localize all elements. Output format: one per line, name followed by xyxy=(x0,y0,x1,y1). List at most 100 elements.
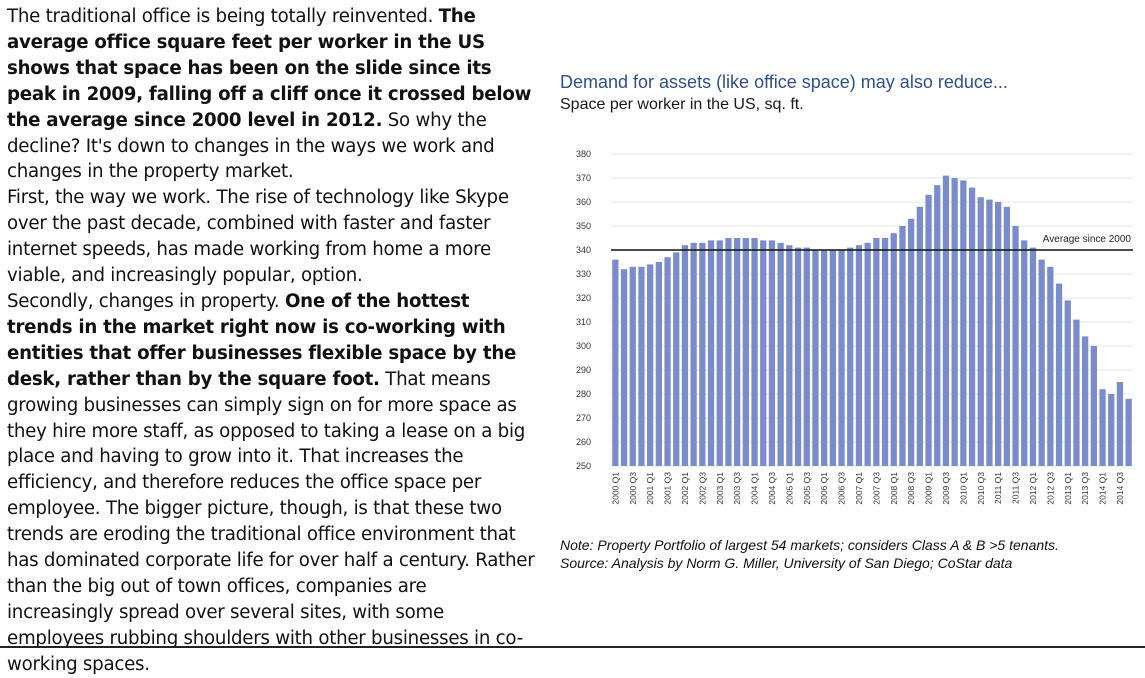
text-run: First, the way we work. The rise of tech… xyxy=(7,187,509,287)
x-tick-label: 2003 Q3 xyxy=(732,472,742,505)
y-tick-label: 370 xyxy=(576,173,591,183)
bar xyxy=(786,245,793,466)
bar xyxy=(881,238,889,466)
bar xyxy=(725,238,732,466)
bold-text-run: The average office square feet per worke… xyxy=(7,6,532,131)
bar xyxy=(908,218,915,466)
bar xyxy=(1073,319,1080,466)
bar xyxy=(673,252,680,466)
chart-title: Demand for assets (like office space) ma… xyxy=(560,72,1008,92)
bar xyxy=(716,240,723,466)
bar xyxy=(664,257,671,466)
x-tick-label: 2000 Q1 xyxy=(610,472,620,505)
chart-panel: Demand for assets (like office space) ma… xyxy=(558,70,1145,580)
bar xyxy=(995,202,1002,466)
text-run: That means growing businesses can simply… xyxy=(7,368,535,675)
x-tick-label: 2013 Q3 xyxy=(1080,472,1090,505)
bar xyxy=(899,226,906,466)
bar xyxy=(629,266,636,466)
x-tick-label: 2009 Q1 xyxy=(924,472,934,505)
bar xyxy=(1055,283,1063,466)
bar xyxy=(690,242,697,466)
bar xyxy=(638,266,645,466)
y-tick-label: 300 xyxy=(576,341,591,351)
x-tick-label: 2012 Q1 xyxy=(1028,472,1038,505)
bar xyxy=(925,194,932,467)
bar xyxy=(794,247,802,466)
x-tick-label: 2006 Q3 xyxy=(837,472,847,505)
y-tick-label: 290 xyxy=(576,365,591,375)
x-tick-label: 2002 Q1 xyxy=(680,472,690,505)
bar xyxy=(812,250,819,466)
x-tick-label: 2008 Q1 xyxy=(889,472,899,505)
x-tick-label: 2010 Q1 xyxy=(958,472,968,505)
bars xyxy=(612,175,1132,467)
bar xyxy=(977,197,984,466)
y-tick-label: 340 xyxy=(576,245,591,255)
y-tick-label: 270 xyxy=(576,413,591,423)
x-tick-label: 2006 Q1 xyxy=(819,472,829,505)
bar xyxy=(1021,240,1028,466)
x-axis-ticks: 2000 Q1 2000 Q3 2001 Q1 2001 Q3 2002 Q1 2002 … xyxy=(610,472,1125,505)
bar xyxy=(934,185,941,466)
bar xyxy=(986,199,993,466)
bar xyxy=(768,240,776,466)
bar xyxy=(960,180,967,466)
bar xyxy=(1125,398,1132,466)
article-paragraph: Secondly, changes in property. One of th… xyxy=(7,289,537,678)
y-tick-label: 250 xyxy=(576,461,591,471)
text-run: So why the decline? It's down to changes… xyxy=(7,109,495,183)
y-tick-label: 320 xyxy=(576,293,591,303)
y-tick-label: 280 xyxy=(576,389,591,399)
bar xyxy=(620,269,628,466)
bar xyxy=(838,250,845,466)
chart-source: Source: Analysis by Norm G. Miller, Univ… xyxy=(560,555,1013,571)
x-tick-label: 2003 Q1 xyxy=(715,472,725,505)
bar xyxy=(942,175,950,466)
x-tick-label: 2004 Q3 xyxy=(767,472,777,505)
bar xyxy=(734,238,741,466)
bar xyxy=(1012,226,1019,466)
gridlines xyxy=(611,153,1133,467)
y-tick-label: 380 xyxy=(576,149,591,159)
bar-chart: Average since 2000 250 260 270 280 290 300 310… xyxy=(576,149,1133,505)
bar xyxy=(742,238,749,466)
reference-line-label: Average since 2000 xyxy=(1043,234,1132,245)
bar xyxy=(1047,266,1054,466)
x-tick-label: 2013 Q1 xyxy=(1063,472,1073,505)
y-axis-ticks: 250 260 270 280 290 300 310 320 330 340 350 360 370 3… xyxy=(576,149,591,471)
bar xyxy=(829,250,836,466)
bar xyxy=(647,264,654,466)
bar xyxy=(777,242,784,466)
x-tick-label: 2004 Q1 xyxy=(750,472,760,505)
bar xyxy=(968,187,976,466)
article-paragraph: First, the way we work. The rise of tech… xyxy=(7,185,537,289)
y-tick-label: 360 xyxy=(576,197,591,207)
bar xyxy=(821,250,828,466)
x-tick-label: 2014 Q3 xyxy=(1115,472,1125,505)
bold-text-run: One of the hottest trends in the market … xyxy=(7,290,517,390)
x-tick-label: 2011 Q1 xyxy=(993,472,1003,504)
x-tick-label: 2007 Q3 xyxy=(871,472,881,505)
bar xyxy=(612,259,619,466)
bar xyxy=(1003,206,1010,467)
x-tick-label: 2014 Q1 xyxy=(1098,472,1108,505)
x-tick-label: 2002 Q3 xyxy=(697,472,707,505)
bar xyxy=(1116,382,1124,466)
x-tick-label: 2007 Q1 xyxy=(854,472,864,505)
y-tick-label: 310 xyxy=(576,317,591,327)
chart-subtitle: Space per worker in the US, sq. ft. xyxy=(560,96,804,113)
bar xyxy=(1064,300,1071,466)
bar xyxy=(890,233,897,466)
x-tick-label: 2001 Q1 xyxy=(645,472,655,505)
x-tick-label: 2012 Q3 xyxy=(1045,472,1055,505)
bar xyxy=(699,242,706,466)
bar xyxy=(916,206,923,467)
bar xyxy=(1099,389,1106,466)
article-paragraph: The traditional office is being totally … xyxy=(7,4,537,185)
bar xyxy=(951,178,958,466)
x-tick-label: 2011 Q3 xyxy=(1011,472,1021,504)
reference-line-group: Average since 2000 xyxy=(611,234,1133,251)
bar xyxy=(1090,346,1097,466)
bar xyxy=(707,240,715,466)
